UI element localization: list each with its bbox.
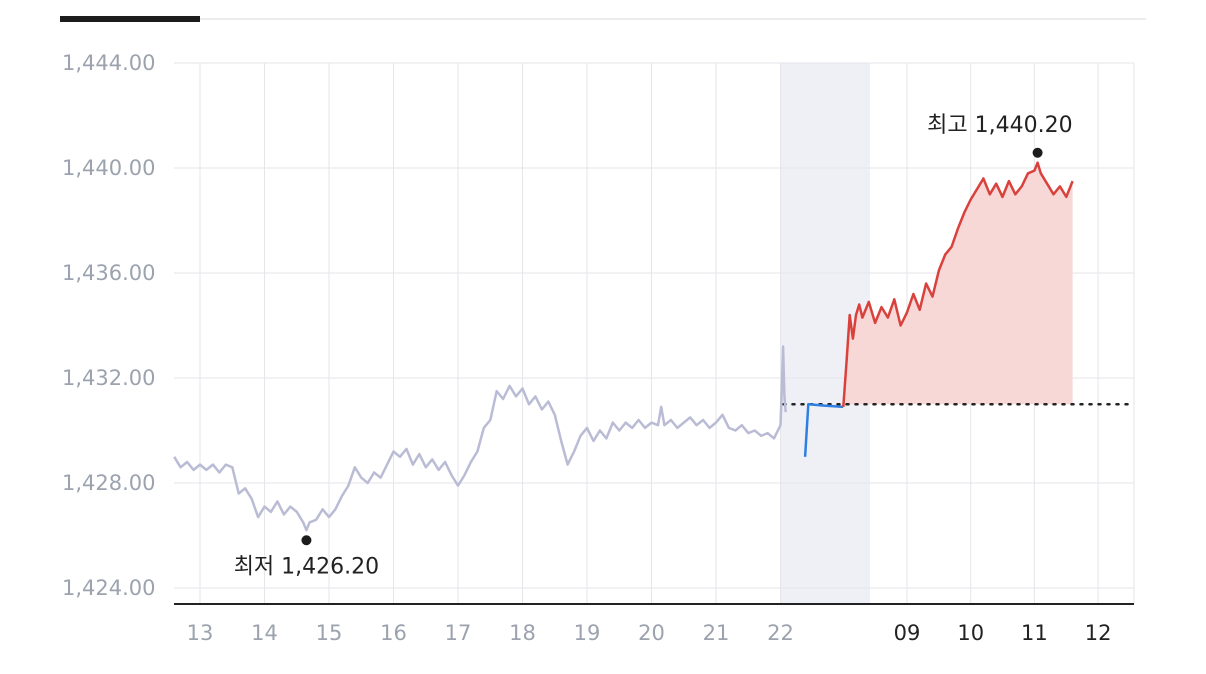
x-tick-label: 21 [703, 621, 730, 645]
low-marker [301, 535, 312, 546]
y-tick-label: 1,424.00 [62, 576, 156, 600]
series-line-pre-market [803, 403, 844, 457]
tab-bar [60, 16, 1146, 22]
low-label: 최저 1,426.20 [234, 554, 379, 579]
high-marker [1032, 147, 1043, 158]
x-tick-label: 13 [187, 621, 214, 645]
y-tick-label: 1,432.00 [62, 366, 156, 390]
y-tick-label: 1,440.00 [62, 156, 156, 180]
x-tick-label: 09 [894, 621, 921, 645]
x-tick-label: 20 [638, 621, 665, 645]
series-line-today [842, 161, 1074, 407]
x-tick-label: 12 [1085, 621, 1112, 645]
x-tick-label: 22 [767, 621, 794, 645]
series-line-previous [173, 345, 787, 532]
y-tick-label: 1,428.00 [62, 471, 156, 495]
x-tick-label: 19 [574, 621, 601, 645]
x-tick-label: 10 [957, 621, 984, 645]
high-label: 최고 1,440.20 [927, 113, 1072, 138]
y-tick-label: 1,444.00 [62, 51, 156, 75]
x-tick-label: 17 [445, 621, 472, 645]
x-tick-label: 18 [509, 621, 536, 645]
x-tick-label: 14 [251, 621, 278, 645]
tab-active-indicator[interactable] [60, 16, 200, 22]
x-tick-label: 16 [380, 621, 407, 645]
y-tick-label: 1,436.00 [62, 261, 156, 285]
x-tick-label: 15 [316, 621, 343, 645]
tab-divider [200, 18, 1146, 20]
today-area-fill [843, 162, 1073, 407]
x-tick-label: 11 [1021, 621, 1048, 645]
